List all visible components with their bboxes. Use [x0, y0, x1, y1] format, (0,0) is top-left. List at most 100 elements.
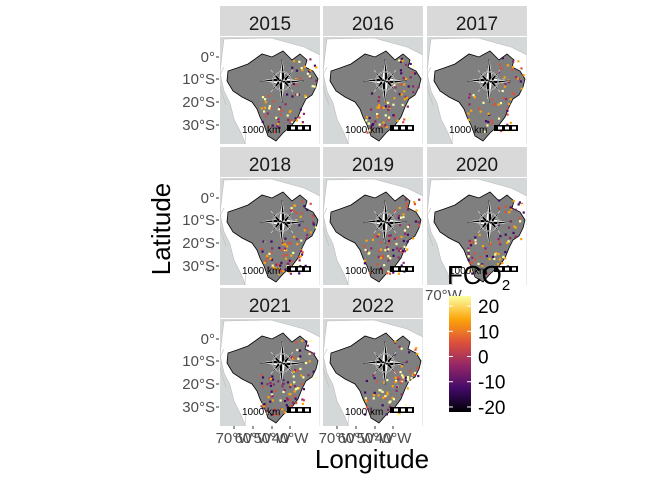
flux-pixel	[284, 257, 288, 260]
flux-pixel	[392, 254, 395, 257]
flux-pixel	[400, 393, 403, 396]
y-tick-label: 30°S	[182, 117, 215, 134]
flux-pixel	[468, 93, 471, 96]
flux-pixel	[370, 270, 373, 273]
flux-pixel	[514, 235, 517, 238]
flux-pixel	[379, 267, 383, 270]
flux-pixel	[490, 122, 494, 125]
flux-pixel	[391, 385, 394, 388]
flux-pixel	[266, 383, 269, 386]
flux-pixel	[278, 272, 281, 276]
flux-pixel	[395, 389, 398, 392]
flux-pixel	[274, 389, 277, 393]
flux-pixel	[400, 378, 403, 381]
flux-pixel	[270, 251, 273, 254]
flux-pixel	[401, 374, 404, 377]
scale-bar-icon	[494, 125, 518, 131]
flux-pixel	[264, 101, 267, 104]
flux-pixel	[402, 216, 405, 219]
flux-pixel	[498, 240, 501, 244]
flux-pixel	[498, 63, 502, 66]
x-axis-title: Longitude	[315, 444, 429, 474]
flux-pixel	[373, 391, 376, 394]
y-axis-ticks: 0° 10°S 20°S 30°S 0° 10°S 20°S 30°S 0° 10°S 20°S 30…	[182, 49, 219, 416]
flux-pixel	[312, 221, 315, 224]
flux-pixel	[503, 76, 506, 79]
flux-pixel	[509, 236, 512, 240]
flux-pixel	[478, 107, 481, 110]
flux-pixel	[308, 75, 311, 78]
flux-pixel	[402, 261, 405, 264]
flux-pixel	[363, 259, 367, 262]
flux-pixel	[487, 120, 490, 124]
facet-panel-2022: 2022 1000 km	[323, 288, 423, 426]
flux-pixel	[290, 119, 293, 122]
flux-pixel	[404, 376, 407, 379]
x-tick-label: 70°W	[216, 430, 254, 447]
flux-pixel	[498, 258, 501, 261]
flux-pixel	[493, 103, 496, 106]
flux-pixel	[299, 355, 302, 358]
flux-pixel	[501, 89, 504, 93]
flux-pixel	[280, 248, 283, 251]
flux-pixel	[505, 205, 508, 208]
flux-pixel	[411, 71, 414, 74]
flux-pixel	[274, 267, 277, 270]
y-tick-label: 0°	[201, 331, 215, 348]
flux-pixel	[298, 349, 302, 352]
flux-pixel	[513, 225, 516, 228]
facet-label: 2016	[352, 14, 394, 35]
flux-pixel	[365, 119, 368, 122]
flux-pixel	[399, 249, 402, 252]
flux-pixel	[299, 215, 302, 218]
x-axis-ticks: 70°W60°W50°W40°W 70°W60°W50°W40°W	[216, 426, 412, 447]
flux-pixel	[273, 409, 276, 413]
flux-pixel	[297, 93, 300, 96]
flux-pixel	[307, 374, 310, 377]
flux-pixel	[504, 257, 507, 260]
x-tick-label: 60°W	[338, 430, 376, 447]
flux-pixel	[470, 261, 474, 264]
flux-pixel	[364, 248, 367, 252]
flux-pixel	[506, 113, 509, 116]
flux-pixel	[497, 223, 500, 227]
flux-pixel	[269, 107, 273, 110]
scale-bar-label: 1000 km	[345, 125, 383, 136]
flux-pixel	[260, 374, 263, 377]
facet-strip	[427, 6, 527, 36]
flux-pixel	[497, 238, 500, 241]
flux-pixel	[483, 130, 486, 133]
flux-pixel	[516, 77, 520, 80]
flux-pixel	[502, 255, 505, 259]
flux-pixel	[296, 348, 299, 352]
flux-pixel	[286, 245, 289, 248]
flux-pixel	[499, 102, 503, 105]
flux-pixel	[469, 270, 472, 273]
flux-pixel	[282, 270, 285, 273]
flux-pixel	[280, 109, 283, 112]
flux-pixel	[383, 396, 386, 400]
flux-pixel	[402, 376, 405, 379]
flux-pixel	[289, 121, 292, 124]
flux-pixel	[412, 91, 415, 94]
flux-pixel	[393, 84, 396, 87]
flux-pixel	[372, 122, 375, 126]
flux-pixel	[467, 258, 470, 262]
flux-pixel	[294, 397, 297, 400]
facet-panel-2019: 2019 1000 km	[323, 147, 423, 285]
flux-pixel	[509, 121, 512, 124]
flux-pixel	[271, 399, 274, 402]
flux-pixel	[263, 261, 266, 264]
flux-pixel	[277, 263, 280, 266]
flux-pixel	[481, 245, 485, 248]
legend-title: FCO2	[447, 260, 510, 294]
flux-pixel	[404, 198, 408, 201]
flux-pixel	[406, 105, 409, 108]
flux-pixel	[268, 105, 271, 108]
flux-pixel	[298, 60, 301, 63]
flux-pixel	[367, 122, 370, 125]
flux-pixel	[507, 226, 511, 229]
flux-pixel	[507, 102, 511, 106]
flux-pixel	[418, 224, 421, 227]
